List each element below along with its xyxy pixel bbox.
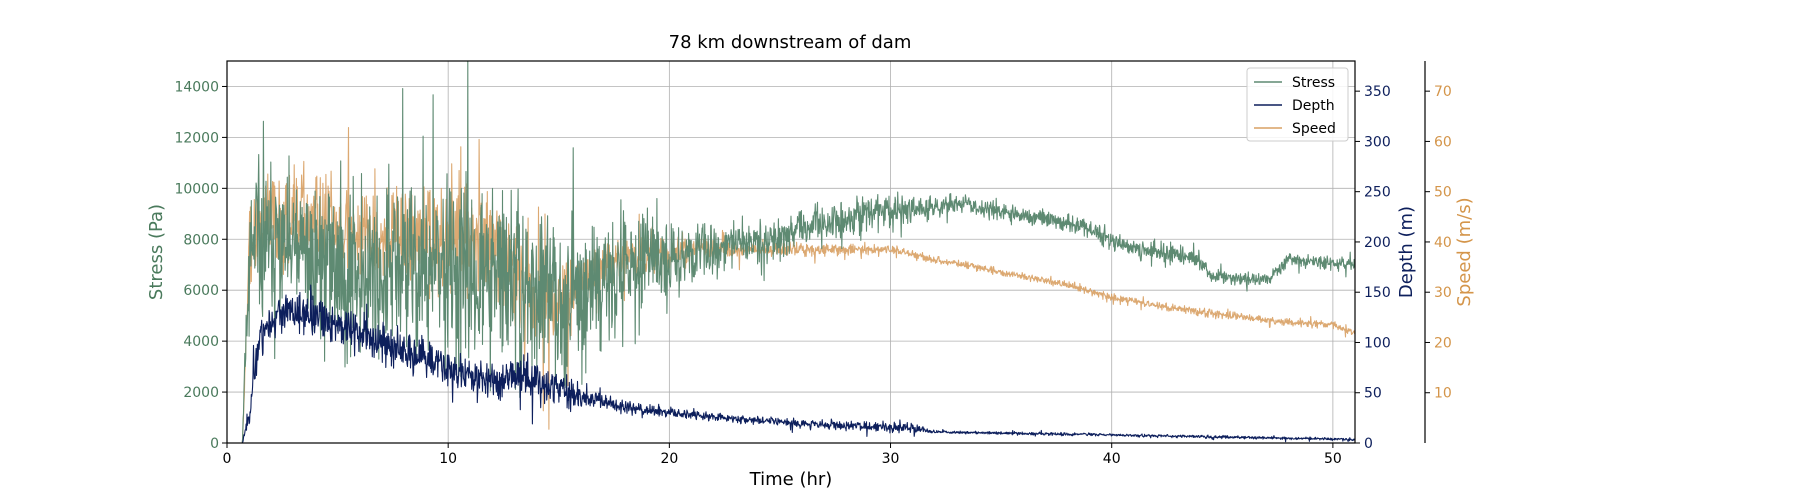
depth-tick-label: 250: [1364, 185, 1391, 201]
legend: Stress Depth Speed: [1246, 67, 1349, 142]
series-line-speed: [226, 127, 1356, 444]
x-tick-label: 40: [1103, 451, 1121, 467]
chart-title: 78 km downstream of dam: [669, 32, 912, 53]
stress-tick-label: 10000: [174, 181, 219, 197]
depth-axis-label: Depth (m): [1396, 206, 1417, 298]
speed-tick-label: 70: [1434, 84, 1452, 100]
depth-tick-label: 200: [1364, 235, 1391, 251]
x-tick-label: 10: [439, 451, 457, 467]
stress-tick-label: 12000: [174, 130, 219, 146]
speed-axis-ticks: 10 20 30 40 50 60 70: [1425, 84, 1452, 402]
x-tick-label: 50: [1324, 451, 1342, 467]
speed-tick-label: 20: [1434, 335, 1452, 351]
legend-label-stress: Stress: [1292, 75, 1335, 91]
depth-tick-label: 50: [1364, 386, 1382, 402]
series-line-stress: [226, 60, 1356, 444]
series-layer: [226, 60, 1356, 444]
speed-tick-label: 10: [1434, 386, 1452, 402]
stress-tick-label: 6000: [183, 283, 219, 299]
stress-axis-label: Stress (Pa): [146, 204, 167, 300]
speed-tick-label: 30: [1434, 285, 1452, 301]
legend-box: [1246, 67, 1349, 142]
stress-tick-label: 8000: [183, 232, 219, 248]
legend-label-speed: Speed: [1292, 121, 1336, 137]
depth-tick-label: 0: [1364, 436, 1373, 452]
stress-tick-label: 2000: [183, 385, 219, 401]
x-tick-label: 20: [660, 451, 678, 467]
stress-tick-label: 4000: [183, 334, 219, 350]
speed-tick-label: 40: [1434, 235, 1452, 251]
plot-frame: [226, 60, 1356, 444]
series-line-depth: [226, 284, 1356, 444]
depth-axis-ticks: 0 50 100 150 200 250 300 350: [1355, 84, 1391, 452]
x-axis-label: Time (hr): [749, 469, 833, 490]
x-axis-ticks: 0 10 20 30 40 50: [223, 443, 1342, 467]
speed-tick-label: 50: [1434, 185, 1452, 201]
stress-tick-label: 0: [210, 436, 219, 452]
legend-label-depth: Depth: [1292, 98, 1335, 114]
depth-tick-label: 350: [1364, 84, 1391, 100]
depth-tick-label: 100: [1364, 335, 1391, 351]
speed-tick-label: 60: [1434, 134, 1452, 150]
x-tick-label: 0: [223, 451, 232, 467]
x-tick-label: 30: [882, 451, 900, 467]
depth-tick-label: 150: [1364, 285, 1391, 301]
depth-tick-label: 300: [1364, 134, 1391, 150]
speed-axis-label: Speed (m/s): [1454, 197, 1475, 306]
stress-axis-ticks: 0 2000 4000 6000 8000 10000 12000 14000: [174, 79, 227, 452]
stress-tick-label: 14000: [174, 79, 219, 95]
